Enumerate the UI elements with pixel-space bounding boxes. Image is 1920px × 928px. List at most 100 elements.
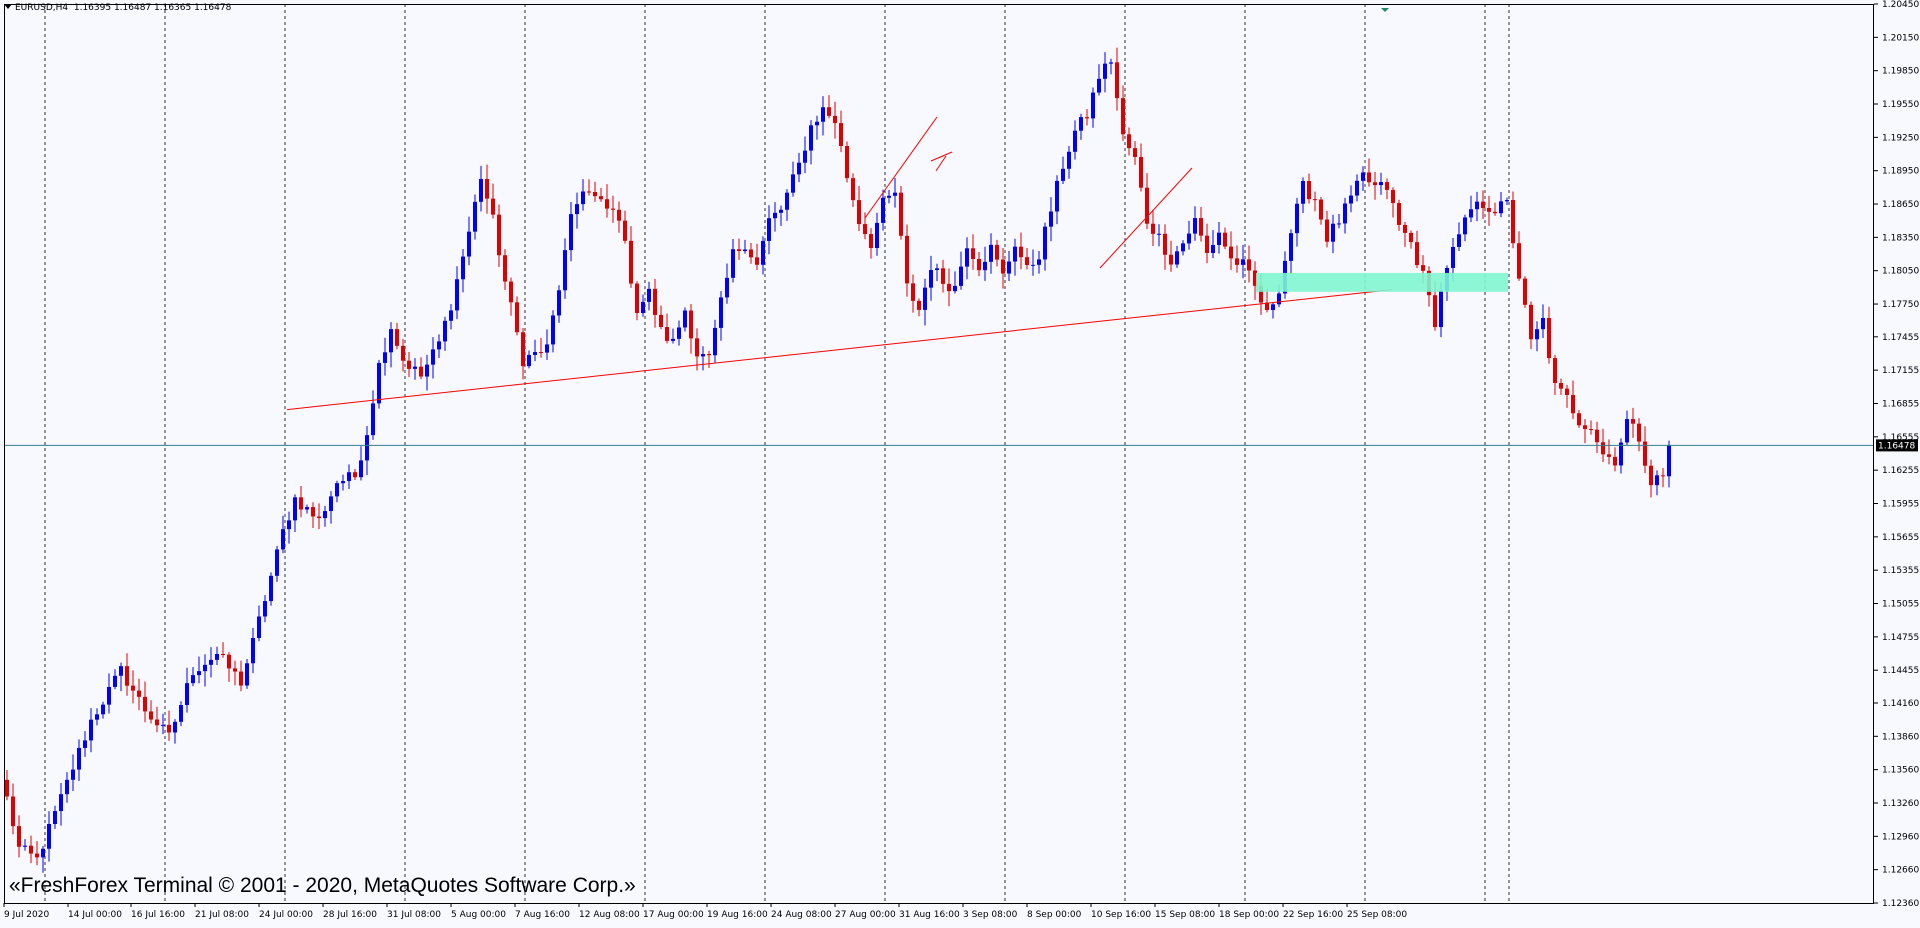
candle[interactable] [179, 701, 183, 727]
candle[interactable] [1649, 459, 1653, 498]
candle[interactable] [197, 656, 201, 684]
candle[interactable] [509, 277, 513, 316]
candle[interactable] [623, 210, 627, 244]
candle[interactable] [83, 731, 87, 757]
candle[interactable] [299, 486, 303, 518]
candle[interactable] [1079, 113, 1083, 140]
candle[interactable] [239, 660, 243, 692]
plot-area[interactable] [4, 4, 1873, 903]
candle[interactable] [587, 179, 591, 196]
candle[interactable] [833, 101, 837, 139]
candle[interactable] [431, 337, 435, 379]
candle[interactable] [1217, 221, 1221, 254]
candle[interactable] [1001, 247, 1005, 289]
candle[interactable] [1007, 250, 1011, 282]
candle[interactable] [851, 173, 855, 207]
candle[interactable] [791, 161, 795, 197]
candle[interactable] [995, 239, 999, 267]
candle[interactable] [1397, 199, 1401, 231]
candle[interactable] [101, 701, 105, 719]
candle[interactable] [209, 647, 213, 678]
candle[interactable] [263, 595, 267, 623]
candle[interactable] [695, 328, 699, 371]
candle[interactable] [1223, 227, 1227, 250]
candle[interactable] [485, 164, 489, 214]
candle[interactable] [269, 572, 273, 606]
trend-segment[interactable] [930, 151, 953, 162]
candle[interactable] [1295, 197, 1299, 247]
candle[interactable] [1247, 245, 1251, 283]
neckline-trendline[interactable] [286, 289, 1393, 411]
shift-marker-icon[interactable] [1381, 8, 1389, 12]
candle[interactable] [689, 303, 693, 354]
candle[interactable] [701, 346, 705, 371]
candle[interactable] [737, 238, 741, 260]
candle[interactable] [1463, 214, 1467, 242]
candle[interactable] [59, 783, 63, 826]
candle[interactable] [131, 670, 135, 704]
candle[interactable] [53, 805, 57, 829]
trend-segment[interactable] [935, 155, 947, 172]
candle[interactable] [1151, 209, 1155, 246]
candle[interactable] [1139, 143, 1143, 192]
candle[interactable] [827, 95, 831, 119]
candle[interactable] [395, 322, 399, 350]
candle[interactable] [641, 294, 645, 317]
candle[interactable] [1415, 230, 1419, 269]
candle[interactable] [1571, 380, 1575, 420]
candle[interactable] [1019, 232, 1023, 270]
candle[interactable] [845, 141, 849, 183]
candle[interactable] [557, 285, 561, 323]
candle[interactable] [401, 338, 405, 372]
candle[interactable] [473, 194, 477, 240]
candle[interactable] [17, 815, 21, 858]
candle[interactable] [1469, 195, 1473, 223]
candle[interactable] [1607, 439, 1611, 465]
candle[interactable] [653, 279, 657, 328]
candle[interactable] [113, 669, 117, 690]
candle[interactable] [1631, 407, 1635, 438]
candle[interactable] [905, 224, 909, 297]
candle[interactable] [869, 228, 873, 259]
candle[interactable] [479, 165, 483, 212]
candle[interactable] [719, 291, 723, 341]
candle[interactable] [989, 233, 993, 274]
candle[interactable] [617, 201, 621, 233]
candle[interactable] [563, 238, 567, 299]
candle[interactable] [1391, 187, 1395, 218]
candle[interactable] [1163, 224, 1167, 270]
candle[interactable] [305, 504, 309, 514]
candle[interactable] [1667, 440, 1671, 488]
candle[interactable] [773, 202, 777, 232]
candle[interactable] [1061, 156, 1065, 184]
candle[interactable] [191, 666, 195, 687]
candle[interactable] [815, 115, 819, 140]
candle[interactable] [1343, 197, 1347, 234]
candle[interactable] [671, 328, 675, 344]
candle[interactable] [875, 212, 879, 256]
candle[interactable] [275, 545, 279, 582]
time-axis[interactable]: 9 Jul 2020 14 Jul 00:00 16 Jul 16:00 21 Jul… [3, 903, 1407, 920]
candle[interactable] [803, 136, 807, 174]
candle[interactable] [881, 189, 885, 231]
candle[interactable] [107, 673, 111, 714]
candle[interactable] [1319, 197, 1323, 225]
candle[interactable] [1505, 197, 1509, 205]
candle[interactable] [971, 234, 975, 270]
candle[interactable] [377, 359, 381, 409]
candle[interactable] [137, 678, 141, 711]
candle[interactable] [1661, 468, 1665, 488]
candle[interactable] [119, 662, 123, 692]
candle[interactable] [1145, 173, 1149, 230]
candle[interactable] [941, 259, 945, 293]
candle[interactable] [1589, 420, 1593, 435]
candle[interactable] [1565, 384, 1569, 408]
candle[interactable] [1241, 244, 1245, 279]
candle[interactable] [911, 274, 915, 313]
candle[interactable] [521, 328, 525, 380]
candle[interactable] [1499, 192, 1503, 218]
candle[interactable] [1289, 229, 1293, 274]
candle[interactable] [1127, 127, 1131, 156]
candle[interactable] [599, 188, 603, 202]
candle[interactable] [857, 185, 861, 232]
